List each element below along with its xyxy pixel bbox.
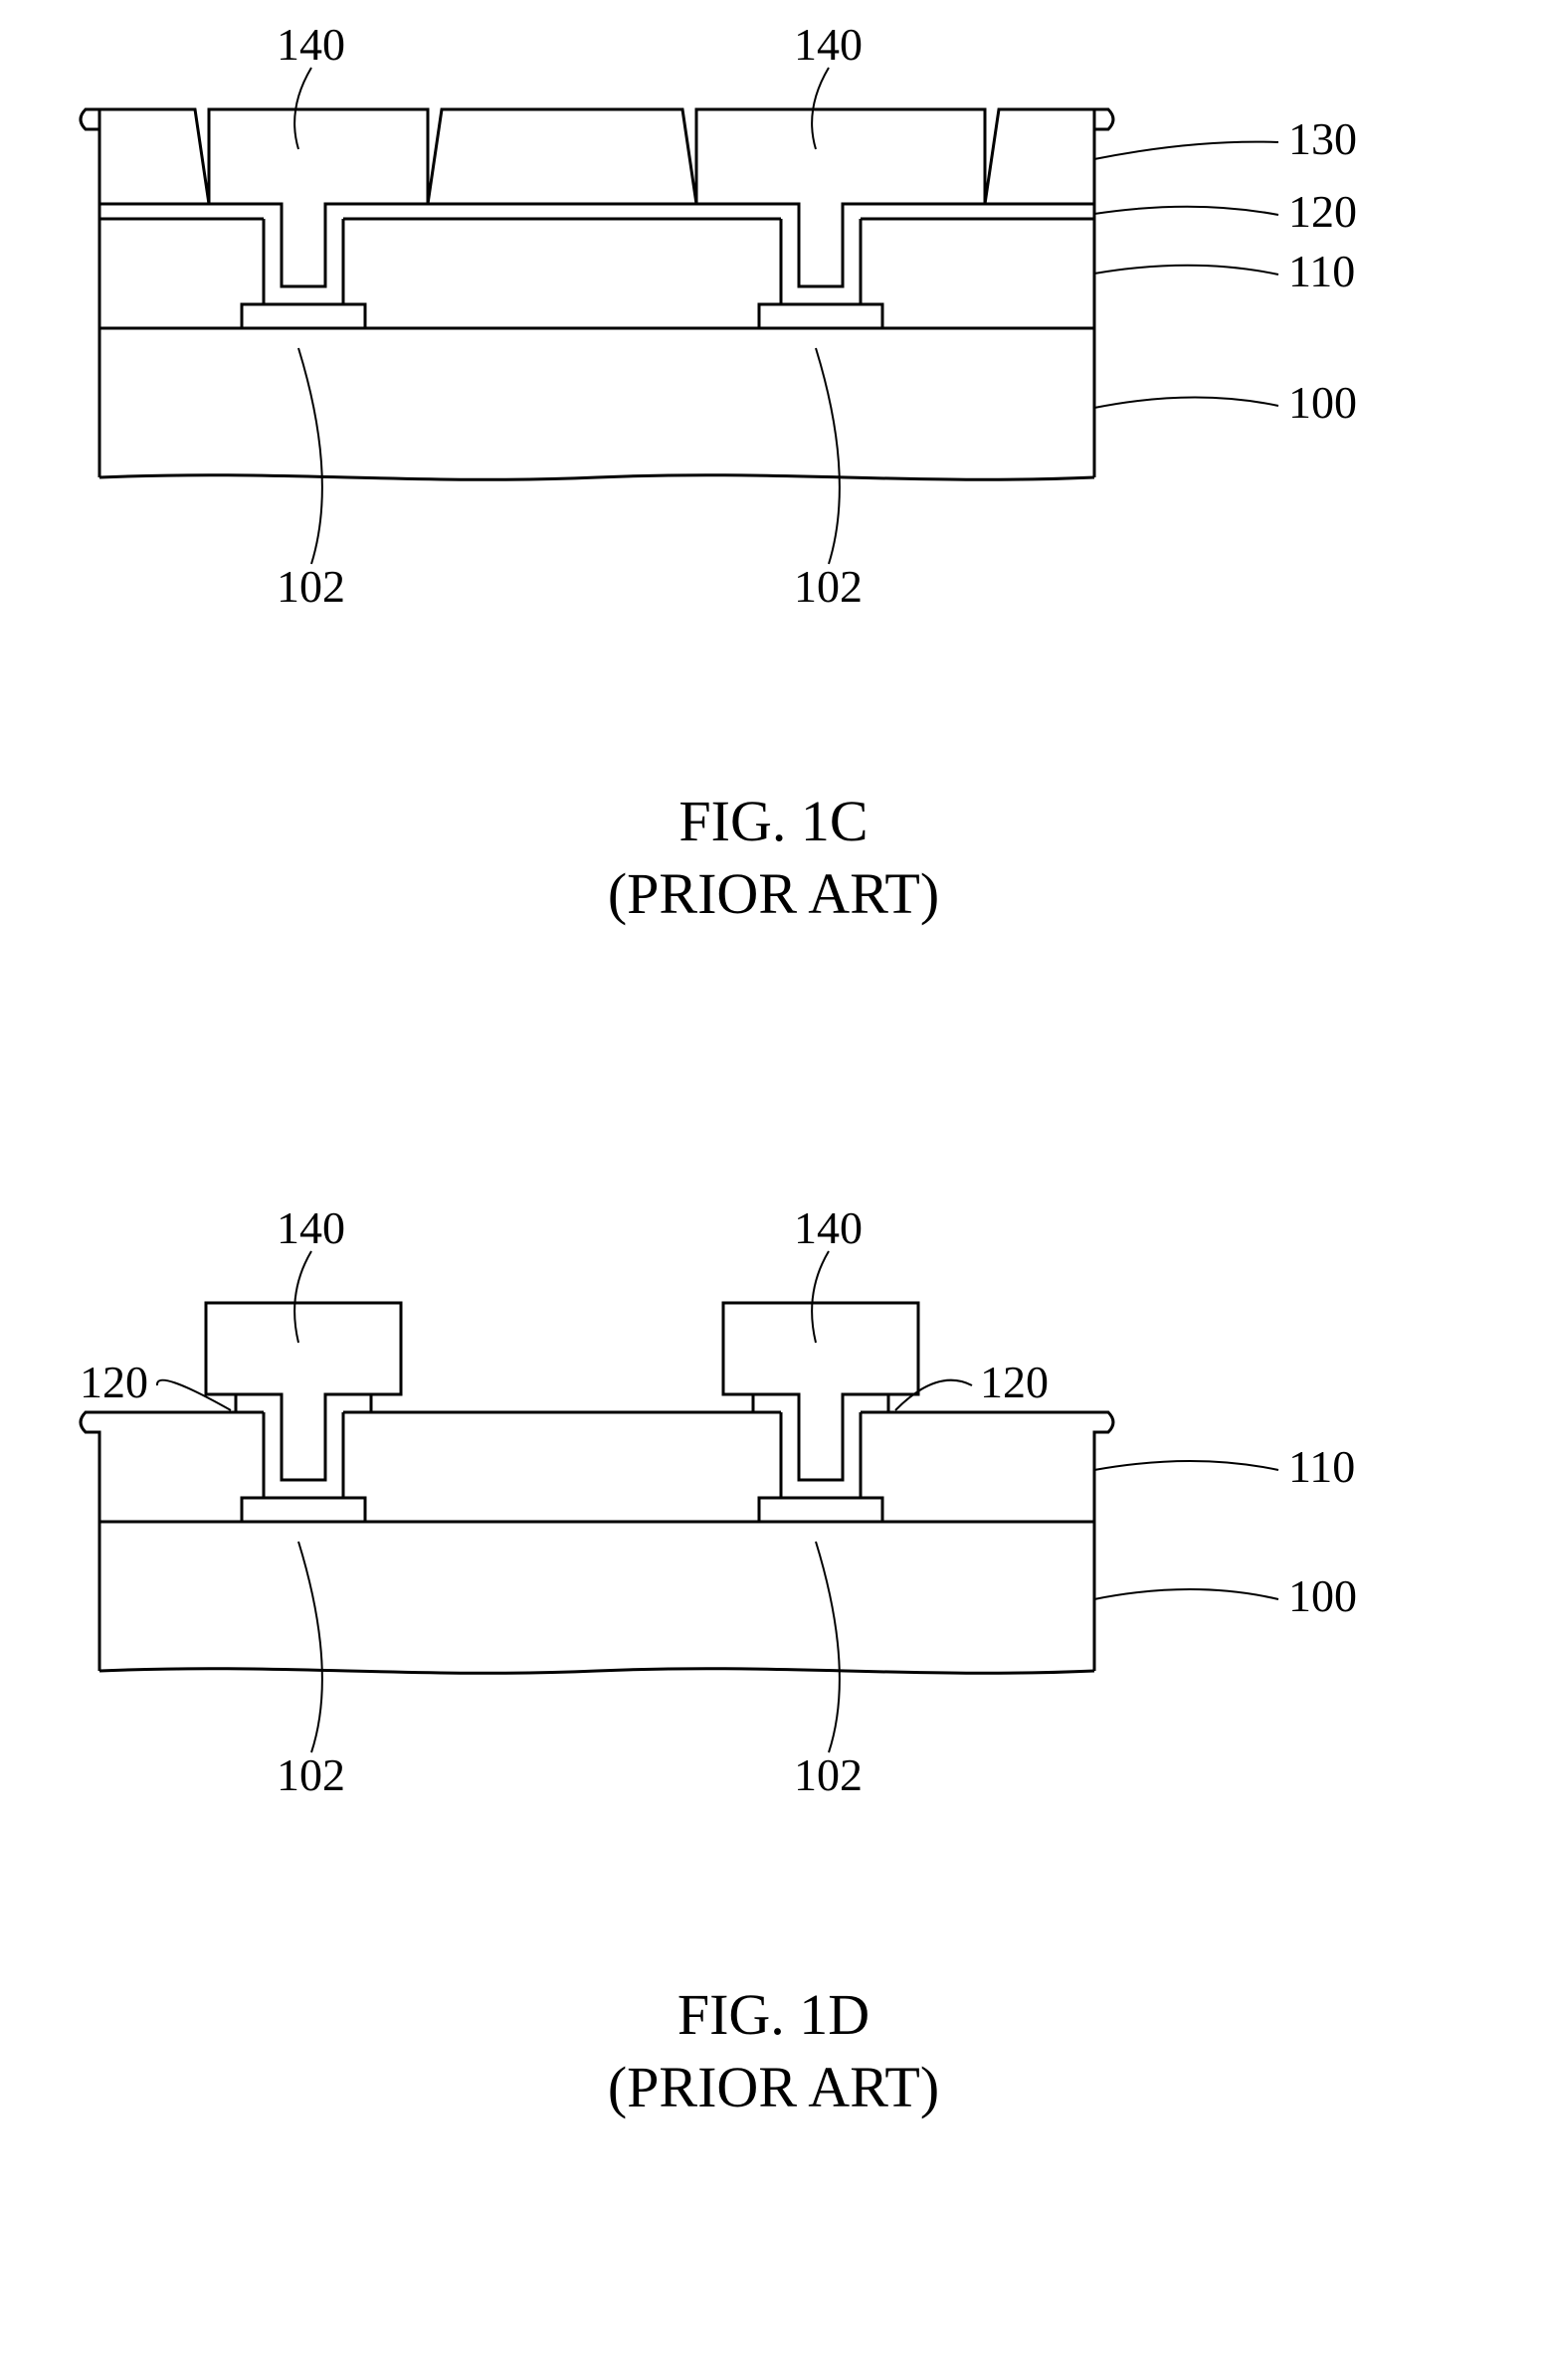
svg-text:120: 120 bbox=[80, 1357, 148, 1407]
svg-text:100: 100 bbox=[1288, 377, 1357, 428]
svg-text:140: 140 bbox=[277, 1202, 345, 1253]
svg-text:140: 140 bbox=[794, 20, 863, 70]
fig1d-caption-line1: FIG. 1D bbox=[677, 1982, 870, 2047]
svg-text:110: 110 bbox=[1288, 1441, 1355, 1492]
svg-text:102: 102 bbox=[794, 561, 863, 612]
svg-text:140: 140 bbox=[277, 20, 345, 70]
page: 140 140 130 120 110 100 102 102 FIG. 1C (PRIOR … bbox=[0, 0, 1547, 2380]
figure-1c: 140 140 130 120 110 100 102 102 bbox=[0, 20, 1547, 637]
svg-text:120: 120 bbox=[980, 1357, 1049, 1407]
svg-text:130: 130 bbox=[1288, 113, 1357, 164]
fig1d-caption-line2: (PRIOR ART) bbox=[608, 2055, 939, 2119]
svg-text:120: 120 bbox=[1288, 186, 1357, 237]
fig1d-caption: FIG. 1D (PRIOR ART) bbox=[0, 1979, 1547, 2123]
svg-text:102: 102 bbox=[794, 1749, 863, 1800]
svg-text:102: 102 bbox=[277, 1749, 345, 1800]
figure-1d: 140 140 120 120 110 100 102 102 bbox=[0, 1193, 1547, 1810]
svg-text:100: 100 bbox=[1288, 1570, 1357, 1621]
fig1c-caption-line2: (PRIOR ART) bbox=[608, 861, 939, 926]
fig1c-caption: FIG. 1C (PRIOR ART) bbox=[0, 786, 1547, 930]
svg-text:102: 102 bbox=[277, 561, 345, 612]
svg-text:140: 140 bbox=[794, 1202, 863, 1253]
svg-text:110: 110 bbox=[1288, 246, 1355, 296]
fig1c-caption-line1: FIG. 1C bbox=[678, 789, 868, 853]
